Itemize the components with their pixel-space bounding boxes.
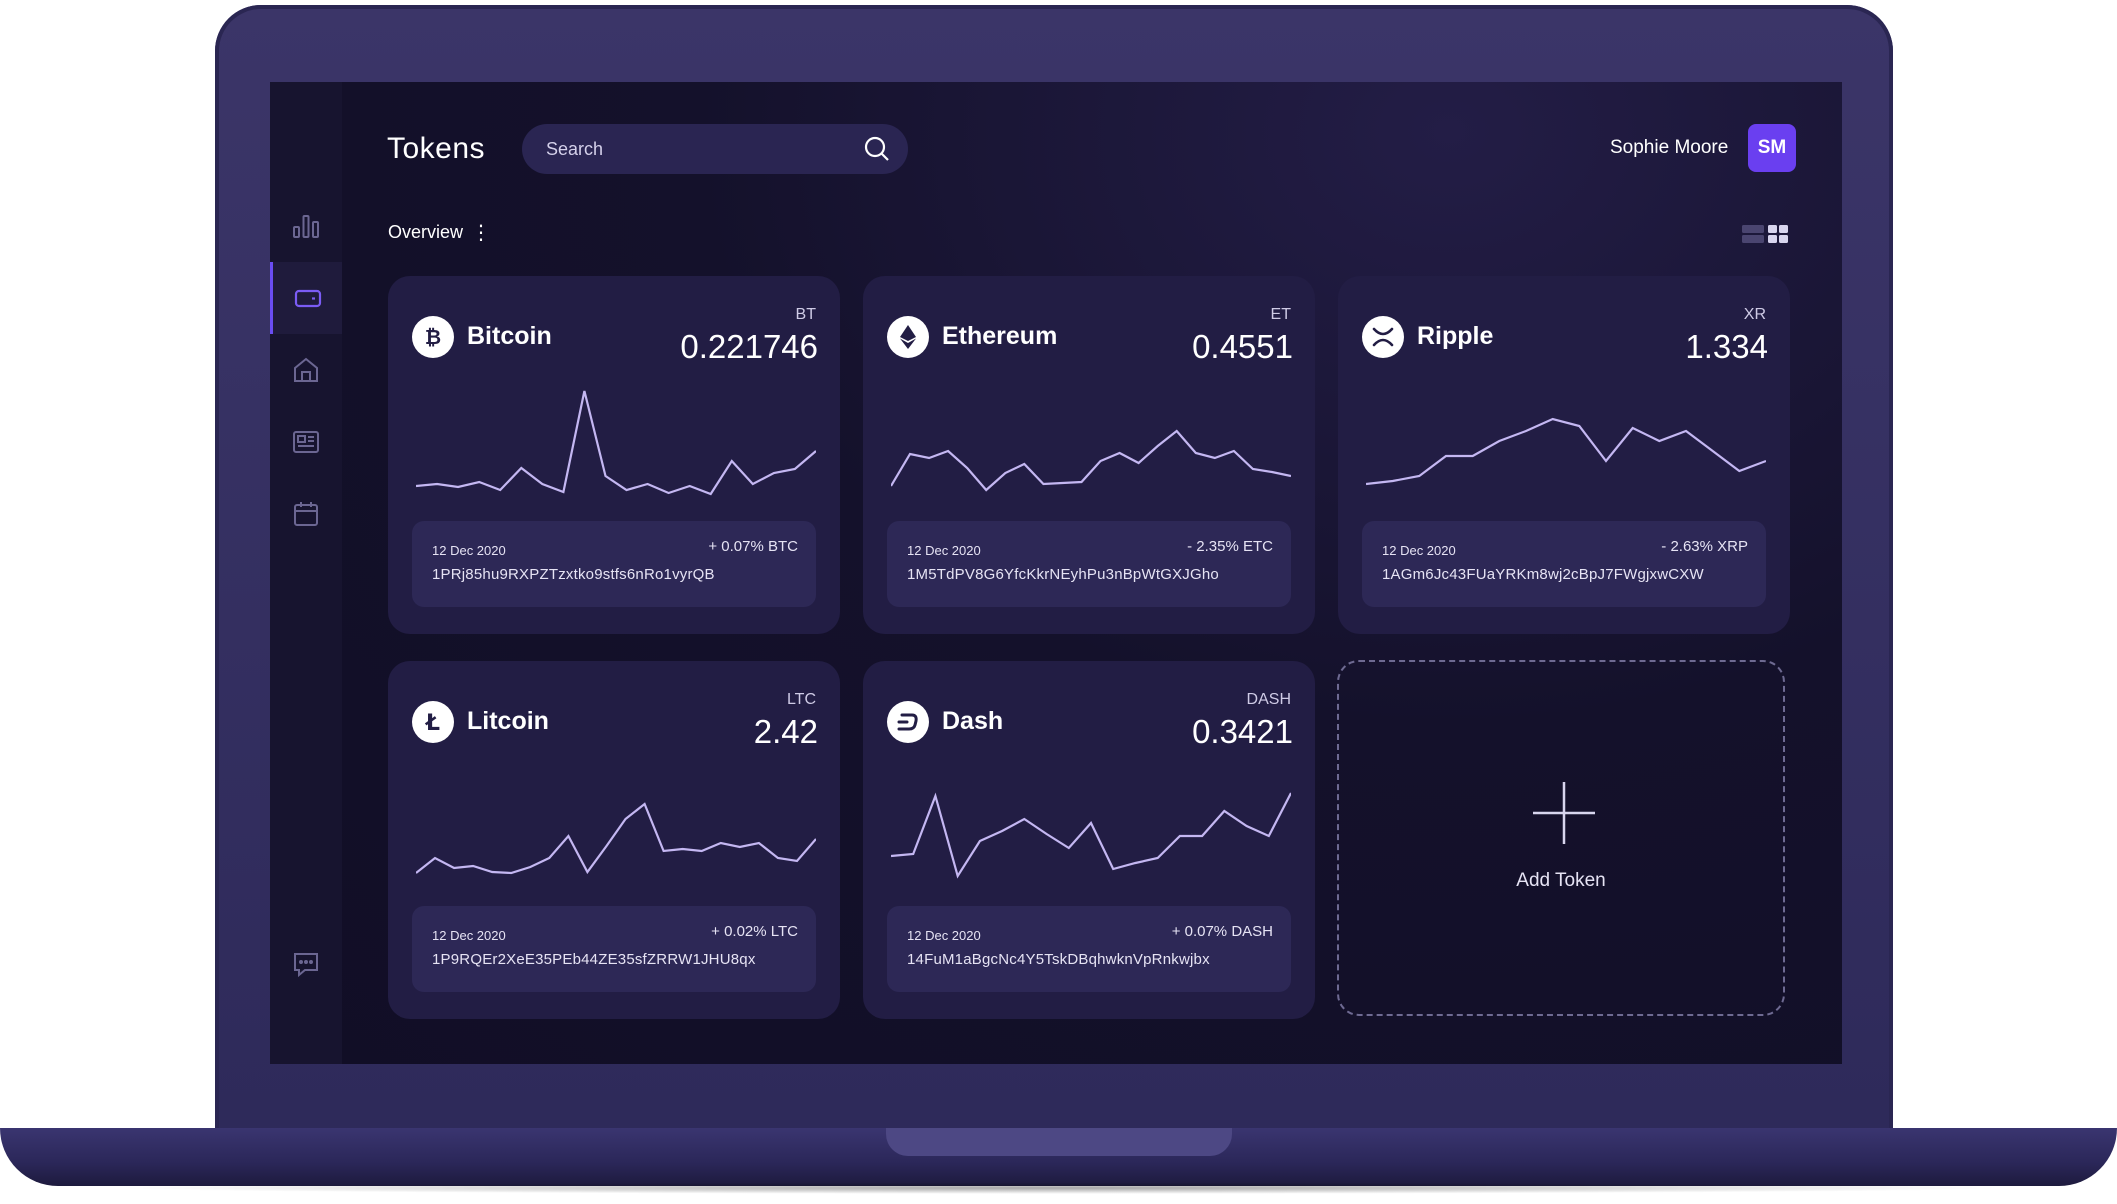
svg-text:Ł: Ł — [425, 711, 440, 736]
token-name: Bitcoin — [467, 322, 552, 350]
add-token-card[interactable]: Add Token — [1337, 660, 1785, 1016]
sparkline-path — [1366, 417, 1766, 486]
token-name: Litcoin — [467, 707, 549, 735]
token-ticker: ET — [1270, 306, 1291, 323]
home-icon — [294, 357, 318, 382]
token-amount: 0.4551 — [1192, 328, 1293, 365]
app-screen: Tokens Sophie Moore SM Overview ⋮ ₿ Bitc… — [270, 82, 1842, 1064]
token-address: 1PRj85hu9RXPZTzxtko9stfs6nRo1vyrQB — [432, 566, 715, 583]
token-date: 12 Dec 2020 — [907, 928, 981, 943]
token-change: + 0.07% BTC — [708, 538, 798, 555]
litecoin-icon: Ł — [412, 701, 454, 743]
token-card-litcoin[interactable]: Ł Litcoin LTC 2.42 12 Dec 2020 + 0.02% L… — [388, 661, 840, 1019]
ripple-icon — [1362, 316, 1404, 358]
token-card-bitcoin[interactable]: ₿ Bitcoin BT 0.221746 12 Dec 2020 + 0.07… — [388, 276, 840, 634]
token-footer: 12 Dec 2020 - 2.63% XRP 1AGm6Jc43FUaYRKm… — [1362, 521, 1766, 607]
token-date: 12 Dec 2020 — [907, 543, 981, 558]
token-change: - 2.63% XRP — [1661, 538, 1748, 555]
token-card-ripple[interactable]: Ripple XR 1.334 12 Dec 2020 - 2.63% XRP … — [1338, 276, 1790, 634]
price-sparkline — [416, 802, 816, 875]
token-card-ethereum[interactable]: Ethereum ET 0.4551 12 Dec 2020 - 2.35% E… — [863, 276, 1315, 634]
news-icon — [293, 431, 319, 453]
token-footer: 12 Dec 2020 + 0.07% BTC 1PRj85hu9RXPZTzx… — [412, 521, 816, 607]
token-ticker: LTC — [786, 691, 816, 708]
grid-view-icon[interactable] — [1768, 224, 1788, 244]
dash-icon — [887, 701, 929, 743]
token-footer: 12 Dec 2020 - 2.35% ETC 1M5TdPV8G6YfcKkr… — [887, 521, 1291, 607]
wallet-icon — [294, 289, 321, 308]
plus-icon — [1533, 782, 1595, 844]
token-address: 1AGm6Jc43FUaYRKm8wj2cBpJ7FWgjxwCXW — [1382, 566, 1704, 583]
token-date: 12 Dec 2020 — [1382, 543, 1456, 558]
sidebar-item-home[interactable] — [270, 334, 342, 406]
token-card-dash[interactable]: Dash DASH 0.3421 12 Dec 2020 + 0.07% DAS… — [863, 661, 1315, 1019]
token-change: + 0.07% DASH — [1171, 923, 1273, 940]
search-icon[interactable] — [862, 134, 892, 164]
overview-label: Overview — [388, 222, 464, 242]
price-sparkline — [891, 792, 1291, 879]
token-address: 14FuM1aBgcNc4Y5TskDBqhwknVpRnkwjbx — [907, 951, 1210, 968]
bar-chart-icon — [293, 215, 319, 238]
token-address: 1M5TdPV8G6YfcKkrNEyhPu3nBpWtGXJGho — [907, 566, 1219, 583]
token-address: 1P9RQEr2XeE35PEb44ZE35sfZRRW1JHU8qx — [432, 951, 756, 968]
list-view-icon[interactable] — [1742, 224, 1764, 244]
token-amount: 2.42 — [753, 713, 818, 750]
sidebar-item-wallet[interactable] — [270, 262, 342, 334]
svg-text:₿: ₿ — [425, 325, 441, 349]
ethereum-icon — [887, 316, 929, 358]
token-footer: 12 Dec 2020 + 0.07% DASH 14FuM1aBgcNc4Y5… — [887, 906, 1291, 992]
chat-icon — [294, 953, 318, 978]
avatar[interactable]: SM — [1748, 124, 1796, 172]
page-title: Tokens — [387, 132, 486, 165]
laptop-shadow — [110, 1182, 2010, 1194]
token-date: 12 Dec 2020 — [432, 543, 506, 558]
sidebar — [270, 82, 342, 1064]
sparkline-path — [891, 429, 1291, 492]
token-date: 12 Dec 2020 — [432, 928, 506, 943]
calendar-icon — [294, 502, 318, 526]
user-name[interactable]: Sophie Moore — [1610, 137, 1729, 158]
sidebar-item-messages[interactable] — [270, 928, 342, 1000]
token-name: Ethereum — [942, 322, 1058, 350]
overview-menu[interactable]: Overview ⋮ — [388, 222, 491, 243]
token-change: - 2.35% ETC — [1187, 538, 1273, 555]
search-bar[interactable] — [522, 124, 908, 174]
token-footer: 12 Dec 2020 + 0.02% LTC 1P9RQEr2XeE35PEb… — [412, 906, 816, 992]
add-token-label: Add Token — [1516, 870, 1606, 891]
sparkline-path — [416, 390, 816, 496]
price-sparkline — [416, 390, 816, 496]
price-sparkline — [891, 429, 1291, 492]
token-ticker: DASH — [1246, 691, 1291, 708]
token-ticker: BT — [795, 306, 816, 323]
token-name: Ripple — [1417, 322, 1494, 350]
sidebar-item-analytics[interactable] — [270, 190, 342, 262]
search-input[interactable] — [522, 138, 862, 160]
sidebar-item-news[interactable] — [270, 406, 342, 478]
price-sparkline — [1366, 417, 1766, 486]
laptop-notch — [886, 1128, 1232, 1156]
token-ticker: XR — [1743, 306, 1766, 323]
token-amount: 1.334 — [1685, 328, 1768, 365]
token-amount: 0.3421 — [1192, 713, 1293, 750]
sparkline-path — [416, 802, 816, 875]
token-amount: 0.221746 — [680, 328, 818, 365]
bitcoin-icon: ₿ — [412, 316, 454, 358]
token-name: Dash — [942, 707, 1004, 735]
sidebar-item-calendar[interactable] — [270, 478, 342, 550]
sparkline-path — [891, 792, 1291, 879]
more-vertical-icon[interactable]: ⋮ — [471, 221, 492, 244]
token-change: + 0.02% LTC — [711, 923, 798, 940]
